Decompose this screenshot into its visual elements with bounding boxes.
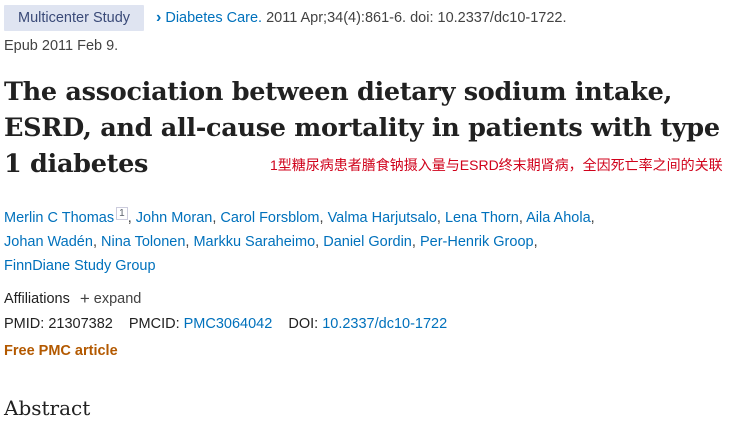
doi-label: DOI: bbox=[288, 316, 319, 332]
abstract-heading: Abstract bbox=[4, 396, 91, 420]
affiliation-marker[interactable]: 1 bbox=[116, 207, 128, 220]
pmcid-link[interactable]: PMC3064042 bbox=[183, 316, 273, 332]
journal-link[interactable]: Diabetes Care. bbox=[165, 10, 263, 26]
expand-affiliations-button[interactable]: expand bbox=[93, 291, 142, 307]
pmid-label: PMID: bbox=[4, 316, 45, 332]
doi-link[interactable]: 10.2337/dc10-1722 bbox=[322, 316, 448, 332]
affiliations-row: Affiliations + expand bbox=[4, 289, 141, 309]
author-link[interactable]: Valma Harjutsalo bbox=[327, 209, 437, 226]
pmid-value: 21307382 bbox=[48, 316, 113, 332]
pmcid-label: PMCID: bbox=[128, 316, 180, 332]
author-link[interactable]: John Moran bbox=[135, 209, 213, 226]
author-link[interactable]: Carol Forsblom bbox=[220, 209, 320, 226]
author-link[interactable]: Nina Tolonen bbox=[101, 233, 186, 250]
affiliations-label: Affiliations bbox=[4, 291, 70, 307]
author-link[interactable]: Johan Wadén bbox=[4, 233, 93, 250]
identifiers-row: PMID: 21307382 PMCID: PMC3064042 DOI: 10… bbox=[4, 316, 447, 332]
plus-icon[interactable]: + bbox=[79, 289, 90, 308]
author-link[interactable]: Merlin C Thomas bbox=[4, 209, 115, 226]
author-link[interactable]: FinnDiane Study Group bbox=[4, 257, 156, 274]
citation-text: 2011 Apr;34(4):861-6. doi: 10.2337/dc10-… bbox=[266, 10, 567, 26]
author-link[interactable]: Per-Henrik Groop bbox=[419, 233, 534, 250]
publication-type-badge[interactable]: Multicenter Study bbox=[4, 5, 145, 31]
free-pmc-article-label: Free PMC article bbox=[4, 343, 118, 359]
authors-list: Merlin C Thomas 1, John Moran, Carol Fors… bbox=[4, 207, 595, 274]
translation-annotation: 1型糖尿病患者膳食钠摄入量与ESRD终末期肾病，全因死亡率之间的关联 bbox=[270, 157, 723, 173]
epub-date: Epub 2011 Feb 9. bbox=[4, 38, 119, 54]
chevron-right-icon[interactable]: › bbox=[156, 9, 162, 26]
author-link[interactable]: Lena Thorn bbox=[444, 209, 519, 226]
author-link[interactable]: Daniel Gordin bbox=[323, 233, 412, 250]
author-link[interactable]: Markku Saraheimo bbox=[193, 233, 316, 250]
citation-bar: Multicenter Study › Diabetes Care. 2011 … bbox=[4, 5, 567, 31]
author-link[interactable]: Aila Ahola bbox=[526, 209, 591, 226]
article-title: The association between dietary sodium i… bbox=[4, 77, 720, 179]
